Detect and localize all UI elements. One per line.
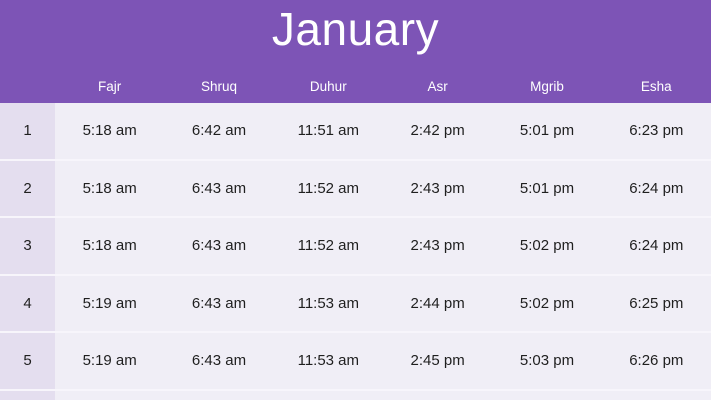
column-header: Mgrib	[530, 79, 564, 94]
time-cell: 2:44 pm	[410, 294, 465, 312]
time-cell: 2:43 pm	[410, 179, 465, 197]
time-cell	[274, 391, 383, 400]
time-cell: 11:53 am	[297, 294, 360, 312]
time-cell: 5:18 am	[82, 122, 137, 140]
table-row: 3 5:18 am 6:43 am 11:52 am 2:43 pm 5:02 pm 6:…	[0, 218, 711, 276]
time-cell: 6:43 am	[191, 352, 247, 370]
day-number: 4	[0, 275, 55, 331]
time-cell: 5:02 pm	[519, 237, 575, 255]
time-cell: 5:19 am	[82, 352, 137, 370]
day-number: 5	[0, 333, 55, 389]
time-cell: 6:23 pm	[629, 122, 684, 140]
time-cell	[383, 391, 492, 400]
time-cell	[55, 391, 164, 400]
time-cell: 11:52 am	[297, 237, 360, 255]
table-row: 4 5:19 am 6:43 am 11:53 am 2:44 pm 5:02 pm 6:…	[0, 275, 711, 333]
time-cell: 6:43 am	[191, 237, 247, 255]
column-header: Asr	[427, 79, 448, 94]
times-table: 1 5:18 am 6:42 am 11:51 am 2:42 pm 5:01 pm 6:…	[0, 103, 711, 400]
column-header: Esha	[640, 79, 672, 94]
time-cell: 11:53 am	[297, 352, 360, 370]
time-cell: 5:02 pm	[519, 294, 575, 312]
day-column-spacer	[0, 79, 55, 94]
day-number	[0, 390, 55, 400]
time-cell: 2:43 pm	[410, 237, 465, 255]
time-cell: 6:26 pm	[629, 352, 684, 370]
time-cell: 2:42 pm	[410, 122, 465, 140]
time-cell: 6:24 pm	[629, 237, 684, 255]
time-cell: 6:43 am	[191, 179, 247, 197]
table-row: 1 5:18 am 6:42 am 11:51 am 2:42 pm 5:01 pm 6:…	[0, 103, 711, 161]
time-cell: 5:18 am	[82, 237, 137, 255]
day-number: 2	[0, 160, 55, 216]
time-cell: 2:45 pm	[410, 352, 465, 370]
time-cell: 6:42 am	[191, 122, 247, 140]
time-cell: 6:43 am	[191, 294, 247, 312]
column-header: Fajr	[98, 79, 122, 94]
time-cell: 5:18 am	[82, 179, 137, 197]
time-cell: 5:03 pm	[519, 352, 575, 370]
time-cell: 11:51 am	[297, 122, 360, 140]
time-cell: 5:01 pm	[519, 122, 575, 140]
column-header: Shruq	[200, 79, 237, 94]
time-cell	[492, 391, 601, 400]
table-row: 5 5:19 am 6:43 am 11:53 am 2:45 pm 5:03 pm 6:…	[0, 333, 711, 391]
time-cell: 11:52 am	[297, 179, 360, 197]
day-number: 3	[0, 218, 55, 274]
month-title: January	[271, 3, 440, 55]
time-cell: 5:01 pm	[519, 179, 575, 197]
day-number: 1	[0, 103, 55, 159]
time-cell	[164, 391, 273, 400]
time-cell: 6:24 pm	[629, 179, 684, 197]
time-cell: 5:19 am	[82, 294, 137, 312]
column-header-row: Fajr Shruq Duhur Asr Mgrib Esha	[0, 79, 711, 103]
table-row-partial	[0, 390, 711, 400]
table-row: 2 5:18 am 6:43 am 11:52 am 2:43 pm 5:01 pm 6:…	[0, 160, 711, 218]
time-cell	[602, 391, 711, 400]
time-cell: 6:25 pm	[629, 294, 684, 312]
column-header: Duhur	[309, 79, 347, 94]
header: January Fajr Shruq Duhur Asr Mgrib Esha	[0, 0, 711, 103]
